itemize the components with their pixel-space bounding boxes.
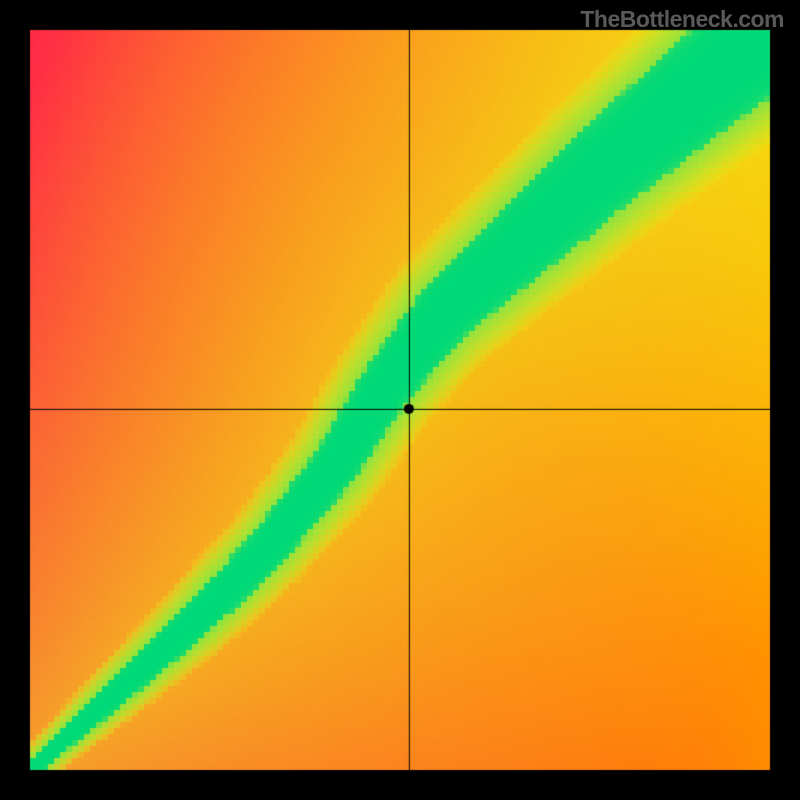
watermark-text: TheBottleneck.com (580, 6, 784, 33)
bottleneck-heatmap-canvas (0, 0, 800, 800)
